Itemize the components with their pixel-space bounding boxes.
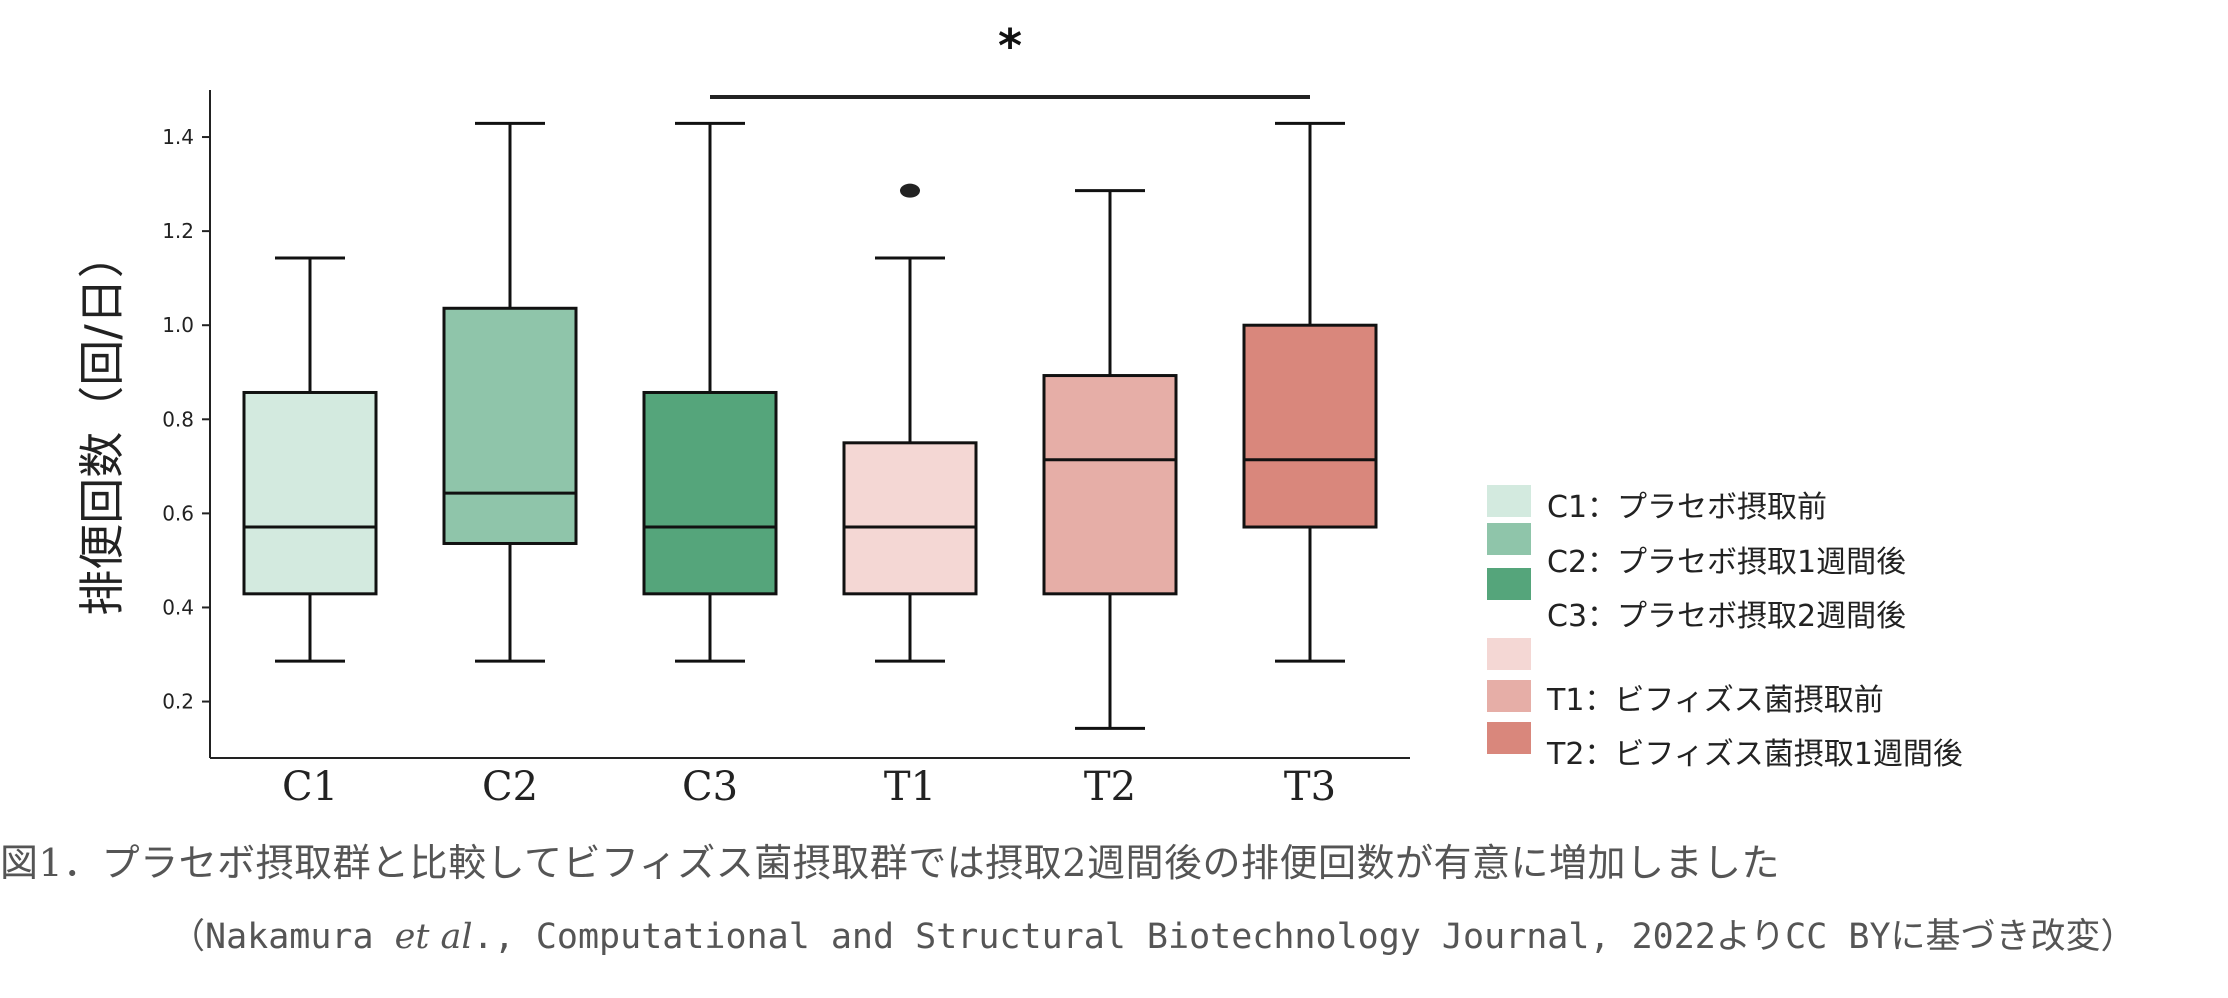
box-C2 <box>442 306 578 545</box>
chart-svg: 0.2 0.4 0.6 0.8 1.0 1.2 1.4 排便回数（回/日） C1 C2 C3 T1 T2… <box>75 19 1963 810</box>
figure-source: （Nakamura et al., Computational and Stru… <box>170 908 2136 959</box>
source-suffix: ., Computational and Structural Biotechn… <box>472 917 2136 957</box>
box-T3 <box>1242 323 1378 529</box>
y-tick-label-2: 0.6 <box>162 501 194 525</box>
source-prefix: （Nakamura <box>170 917 395 957</box>
y-axis-label: 排便回数（回/日） <box>75 232 129 616</box>
box-plot-chart: 0.2 0.4 0.6 0.8 1.0 1.2 1.4 排便回数（回/日） C1 C2 C3 T1 T2… <box>75 19 1963 810</box>
legend-swatch-4 <box>1487 680 1531 712</box>
x-tick-label-C3: C3 <box>682 764 738 810</box>
x-tick-label-T1: T1 <box>884 764 936 810</box>
x-tick-label-C2: C2 <box>482 764 538 810</box>
box-T2 <box>1042 374 1178 596</box>
legend-swatch-5 <box>1487 722 1531 754</box>
legend-label-3: T1：ビフィズス菌摂取前 <box>1546 683 1884 718</box>
x-tick-label-T3: T3 <box>1284 764 1336 810</box>
significance-star: * <box>998 19 1022 73</box>
legend-label-0: C1：プラセボ摂取前 <box>1547 490 1827 525</box>
source-italic: et al <box>394 917 473 957</box>
box-C1 <box>242 390 378 596</box>
legend-swatch-1 <box>1487 523 1531 555</box>
y-tick-label-5: 1.2 <box>162 219 194 243</box>
x-tick-label-T2: T2 <box>1084 764 1136 810</box>
legend-swatch-3 <box>1487 638 1531 670</box>
box-T1 <box>842 441 978 596</box>
legend-label-2: C3：プラセボ摂取2週間後 <box>1547 599 1906 634</box>
y-tick-label-1: 0.4 <box>162 595 194 619</box>
y-tick-label-0: 0.2 <box>162 690 194 714</box>
x-tick-label-C1: C1 <box>282 764 338 810</box>
box-C3 <box>642 390 778 596</box>
y-tick-label-6: 1.4 <box>162 125 194 149</box>
figure-caption: 図1．プラセボ摂取群と比較してビフィズス菌摂取群では摂取2週間後の排便回数が有意… <box>0 841 1780 885</box>
legend-swatch-2 <box>1487 568 1531 600</box>
legend-label-1: C2：プラセボ摂取1週間後 <box>1547 545 1906 580</box>
legend-swatch-0 <box>1487 485 1531 517</box>
y-tick-label-4: 1.0 <box>162 313 194 337</box>
legend-label-4: T2：ビフィズス菌摂取1週間後 <box>1546 737 1963 772</box>
y-tick-label-3: 0.8 <box>162 407 194 431</box>
outlier-T1-0 <box>900 183 920 198</box>
